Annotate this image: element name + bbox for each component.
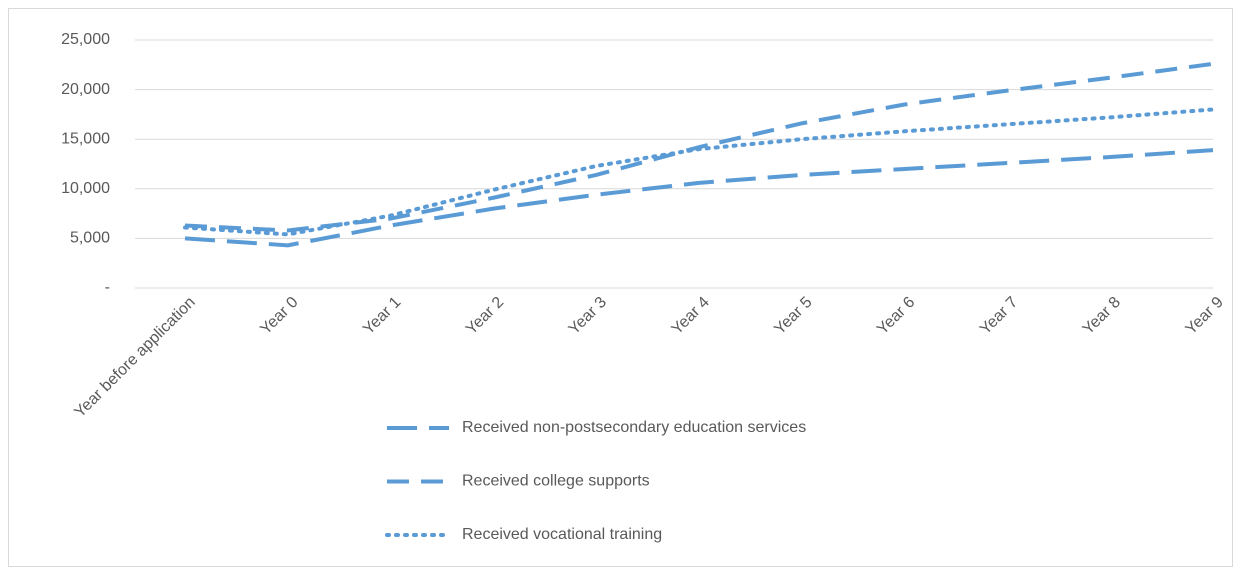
series-line <box>183 107 1215 237</box>
y-tick-label: 5,000 <box>70 230 110 247</box>
legend-label: Received vocational training <box>462 526 662 543</box>
y-tick-label: 25,000 <box>61 31 110 48</box>
y-tick-label: 20,000 <box>61 81 110 98</box>
y-tick-label: - <box>105 279 110 296</box>
y-tick-label: 15,000 <box>61 130 110 147</box>
series-line <box>184 148 1214 248</box>
legend-label: Received non-postsecondary education ser… <box>462 419 806 436</box>
y-tick-label: 10,000 <box>61 180 110 197</box>
legend-label: Received college supports <box>462 473 650 490</box>
